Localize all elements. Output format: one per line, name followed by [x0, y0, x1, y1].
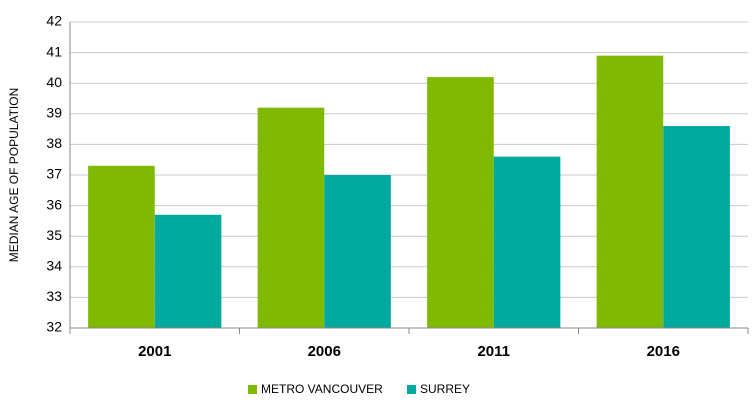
legend-swatch	[248, 385, 257, 394]
x-tick-label: 2001	[138, 343, 171, 360]
bar	[324, 175, 391, 328]
y-tick-label: 39	[46, 105, 62, 121]
y-tick-label: 40	[46, 74, 62, 90]
y-tick-label: 35	[46, 227, 62, 243]
y-axis-label: MEDIAN AGE OF POPULATION	[7, 88, 21, 262]
bar	[427, 77, 494, 328]
bar	[88, 165, 155, 328]
bar	[596, 55, 664, 328]
y-tick-label: 33	[46, 288, 62, 304]
bar	[257, 107, 325, 329]
bar	[663, 126, 730, 328]
y-tick-label: 34	[46, 258, 62, 274]
y-tick-label: 38	[46, 135, 62, 151]
y-tick-label: 41	[46, 43, 62, 59]
bar	[493, 156, 561, 328]
x-tick-label: 2006	[308, 343, 341, 360]
legend-label: METRO VANCOUVER	[261, 382, 383, 396]
legend-label: SURREY	[420, 382, 470, 396]
legend-swatch	[407, 385, 416, 394]
y-tick-label: 36	[46, 196, 62, 212]
x-tick-label: 2016	[647, 343, 680, 360]
y-tick-label: 37	[46, 166, 62, 182]
bar	[154, 214, 222, 328]
y-tick-label: 32	[46, 319, 62, 335]
y-tick-label: 42	[46, 13, 62, 29]
x-tick-label: 2011	[477, 343, 510, 360]
